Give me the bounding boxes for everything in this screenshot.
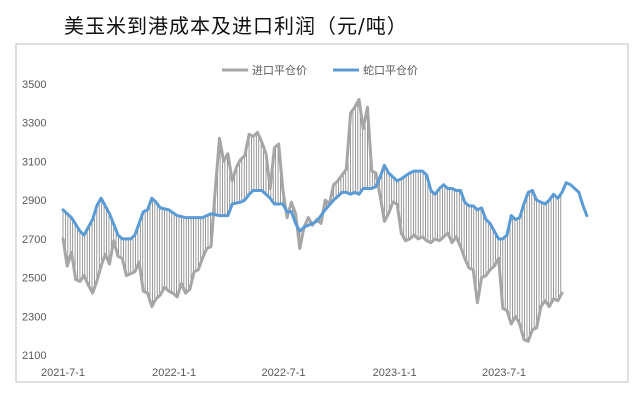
y-axis: 2100 2300 2500 2700 2900 3100 3300 3500 bbox=[22, 79, 46, 362]
x-tick-label: 2023-7-1 bbox=[482, 367, 526, 379]
series-line-import-price bbox=[61, 98, 564, 343]
y-tick-label: 2300 bbox=[22, 311, 46, 323]
y-tick-label: 3100 bbox=[22, 156, 46, 168]
y-tick-label: 2900 bbox=[22, 195, 46, 207]
legend-label: 蛇口平仓价 bbox=[363, 63, 418, 77]
x-axis: 2021-7-1 2022-1-1 2022-7-1 2023-1-1 2023-7-1 bbox=[41, 367, 526, 379]
y-tick-label: 2100 bbox=[22, 350, 46, 362]
legend-item: 进口平仓价 bbox=[222, 63, 307, 77]
y-tick-label: 3300 bbox=[22, 118, 46, 130]
series-layer bbox=[61, 98, 589, 343]
chart-title: 美玉米到港成本及进口利润（元/吨） bbox=[64, 14, 408, 38]
legend-item: 蛇口平仓价 bbox=[333, 63, 418, 77]
y-tick-label: 2700 bbox=[22, 234, 46, 246]
plot-border bbox=[15, 43, 629, 383]
y-tick-label: 2500 bbox=[22, 273, 46, 285]
legend: 进口平仓价 蛇口平仓价 bbox=[222, 63, 418, 77]
legend-label: 进口平仓价 bbox=[252, 63, 307, 77]
x-tick-label: 2022-1-1 bbox=[152, 367, 196, 379]
x-tick-label: 2022-7-1 bbox=[261, 367, 305, 379]
series-line-shekou-price bbox=[61, 163, 589, 241]
x-tick-label: 2021-7-1 bbox=[41, 367, 85, 379]
y-tick-label: 3500 bbox=[22, 79, 46, 91]
x-tick-label: 2023-1-1 bbox=[373, 367, 417, 379]
